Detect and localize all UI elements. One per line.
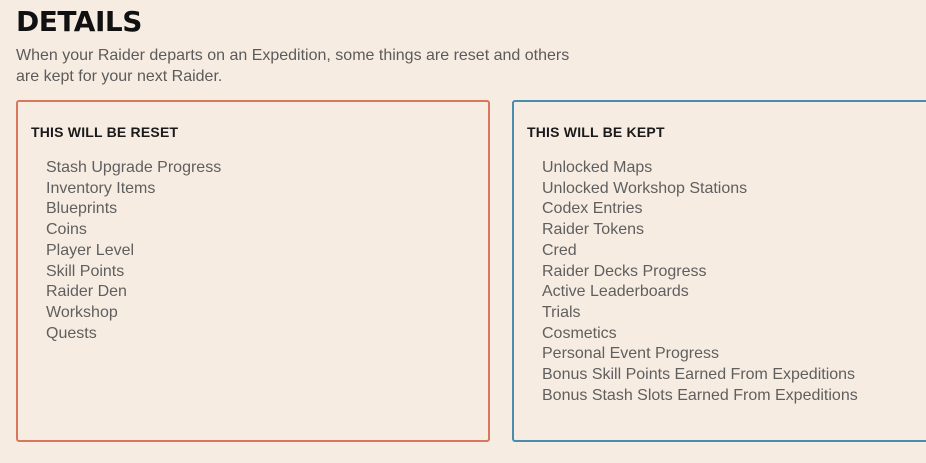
kept-items-list: Unlocked Maps Unlocked Workshop Stations… <box>542 158 858 406</box>
list-item: Stash Upgrade Progress <box>46 159 222 176</box>
list-item: Workshop <box>46 303 118 321</box>
list-item: Bonus Skill Points Earned From Expeditio… <box>542 366 856 384</box>
kept-panel: THIS WILL BE KEPT Unlocked Maps Unlocked… <box>512 100 926 442</box>
list-item: Quests <box>46 324 97 342</box>
page-description: When your Raider departs on an Expeditio… <box>16 47 570 85</box>
list-item: Bonus Stash Slots Earned From Expedition… <box>542 386 858 404</box>
reset-items-list: Stash Upgrade Progress Inventory Items B… <box>46 158 221 344</box>
list-item: Raider Den <box>46 283 127 301</box>
reset-panel-heading: THIS WILL BE RESET <box>31 124 179 140</box>
list-item: Active Leaderboards <box>542 283 689 301</box>
list-item: Raider Decks Progress <box>542 262 707 280</box>
list-item: Skill Points <box>46 262 125 280</box>
list-item: Personal Event Progress <box>542 345 719 363</box>
list-item: Cosmetics <box>542 324 617 342</box>
list-item: Codex Entries <box>542 200 643 218</box>
list-item: Player Level <box>46 241 135 259</box>
kept-panel-heading: THIS WILL BE KEPT <box>527 124 665 140</box>
list-item: Inventory Items <box>46 179 156 197</box>
list-item: Trials <box>542 303 581 321</box>
list-item: Coins <box>46 221 87 239</box>
list-item: Unlocked Maps <box>542 159 653 176</box>
reset-panel: THIS WILL BE RESET Stash Upgrade Progres… <box>16 100 490 442</box>
page-title: DETAILS <box>16 5 142 38</box>
list-item: Blueprints <box>46 200 118 218</box>
list-item: Raider Tokens <box>542 221 644 239</box>
list-item: Cred <box>542 241 577 259</box>
list-item: Unlocked Workshop Stations <box>542 179 748 197</box>
